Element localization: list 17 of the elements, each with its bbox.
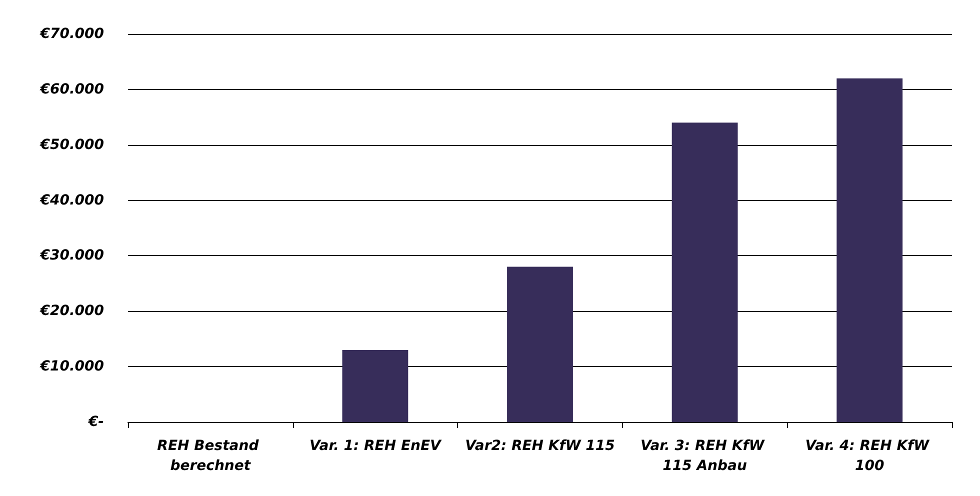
x-tick-label: Var. 1: REH EnEV [310,438,442,454]
y-tick-label: €40.000 [39,192,104,208]
y-tick-label: €- [87,414,104,430]
y-tick-label: €10.000 [39,358,104,375]
bar [507,266,573,422]
y-tick-label: €20.000 [39,303,104,320]
x-tick-label: REH Bestand berechnet [157,438,264,474]
y-tick-label: €60.000 [39,81,104,98]
y-tick-label: €50.000 [39,136,104,153]
y-tick-label: €30.000 [39,248,104,264]
bar [836,78,903,422]
x-tick-label: Var. 3: REH KfW 115 Anbau [640,438,770,474]
x-tick-label: Var. 4: REH KfW 100 [805,438,934,474]
bar [342,350,408,422]
x-tick-label: Var2: REH KfW 115 [465,438,616,454]
bar [672,122,738,422]
y-tick-label: €70.000 [39,26,104,42]
